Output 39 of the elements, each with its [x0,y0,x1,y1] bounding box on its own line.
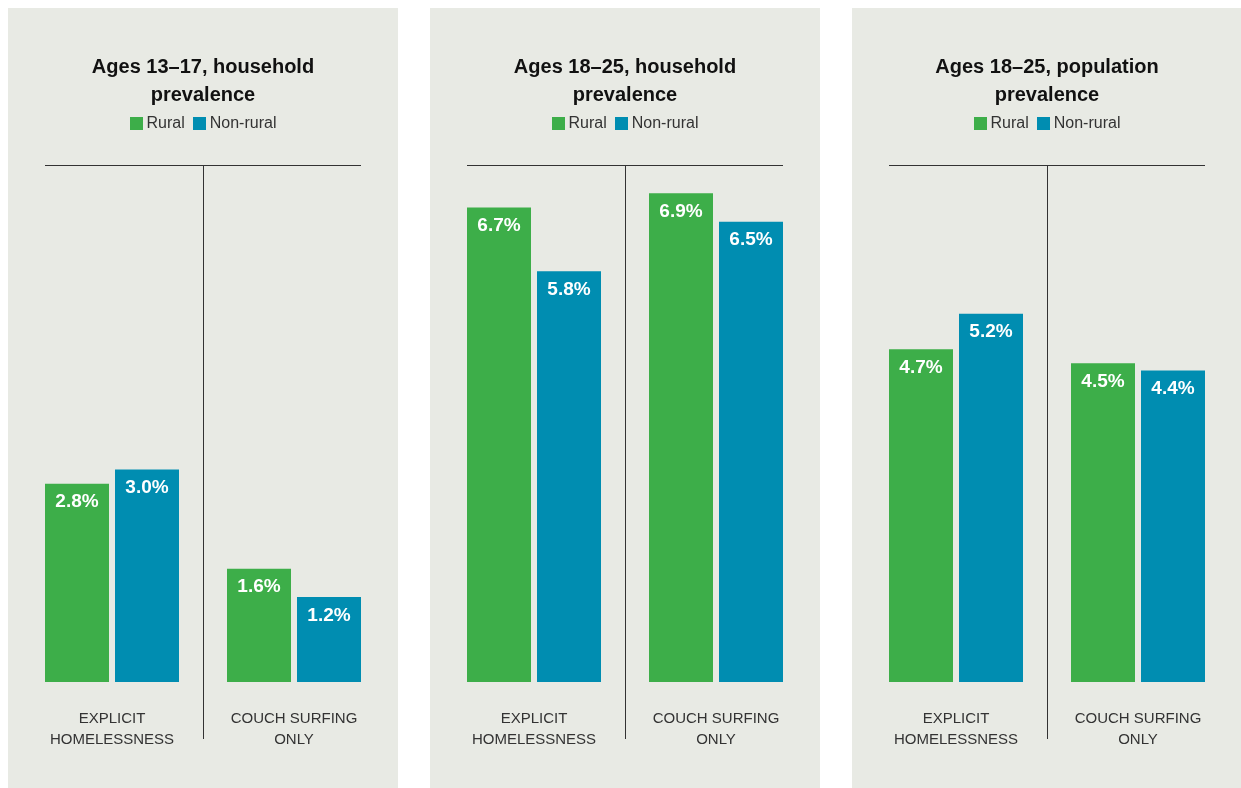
bar [537,271,601,682]
data-label: 6.9% [659,199,703,221]
chart-title: Ages 18–25, household prevalence [512,54,738,107]
x-tick-label: EXPLICIT HOMELESSNESS [893,708,1019,747]
legend-label: Non-rural [1052,114,1121,132]
data-label: 1.6% [237,575,281,597]
legend-label: Rural [567,114,607,132]
legend-label: Non-rural [208,114,277,132]
data-label: 4.7% [899,355,943,377]
x-tick-label: EXPLICIT HOMELESSNESS [471,708,597,747]
data-label: 6.5% [729,228,773,250]
bar [227,568,291,682]
chart-title: Ages 13–17, household prevalence [90,54,316,107]
legend-label: Rural [145,114,185,132]
bar [45,483,109,682]
data-label: 5.8% [547,277,591,299]
bar [889,349,953,682]
data-label: 6.7% [477,213,521,235]
data-label: 3.0% [125,476,169,498]
bar [115,469,179,682]
x-tick-label: EXPLICIT HOMELESSNESS [49,708,175,747]
data-label: 1.2% [307,603,351,625]
bar [1141,370,1205,682]
data-label: 4.4% [1151,376,1195,398]
bar [1071,363,1135,682]
x-tick-label: COUCH SURFING ONLY [1074,708,1202,747]
bar [297,597,361,682]
bar [959,313,1023,682]
data-label: 4.5% [1081,369,1125,391]
legend-label: Rural [989,114,1029,132]
bar [649,193,713,682]
data-label: 2.8% [55,490,99,512]
bar [719,221,783,682]
x-tick-label: COUCH SURFING ONLY [230,708,358,747]
x-tick-label: COUCH SURFING ONLY [652,708,780,747]
data-label: 5.2% [969,320,1013,342]
bar [467,207,531,682]
legend-label: Non-rural [630,114,699,132]
chart-title: Ages 18–25, population prevalence [934,54,1160,107]
